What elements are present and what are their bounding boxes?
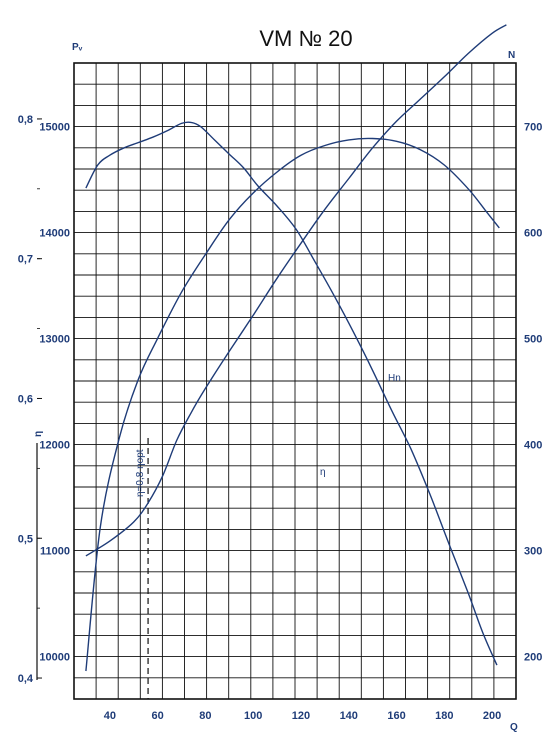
right-tick-label: 600 <box>524 228 542 240</box>
eta-tick-label: 0,7 <box>18 254 33 266</box>
eta-tick-label: 0,8 <box>18 114 33 126</box>
x-axis-ticks: 40 60 80 100 120 140 160 180 200 <box>104 710 502 722</box>
right-tick-label: 400 <box>524 440 542 452</box>
eta-curve-label: η <box>320 467 326 478</box>
x-tick-label: 200 <box>483 710 501 722</box>
x-tick-label: 40 <box>104 710 116 722</box>
x-tick-label: 160 <box>387 710 405 722</box>
left-tick-label: 14000 <box>39 228 70 240</box>
right-tick-label: 300 <box>524 546 542 558</box>
curves <box>85 24 507 672</box>
plot-frame <box>73 62 517 700</box>
eta-tick-label: 0,4 <box>18 673 34 685</box>
x-tick-label: 60 <box>151 710 163 722</box>
left-axis-label: Pᵥ <box>72 42 83 53</box>
left-tick-label: 12000 <box>39 440 70 452</box>
left-axis-ticks: 10000 11000 12000 13000 14000 15000 <box>39 122 70 664</box>
x-tick-label: 140 <box>340 710 358 722</box>
right-axis-ticks: 200 300 400 500 600 700 <box>524 122 542 664</box>
left-tick-label: 13000 <box>39 334 70 346</box>
grid <box>74 63 516 699</box>
x-tick-label: 80 <box>199 710 211 722</box>
x-axis-label: Q <box>510 722 518 733</box>
left-tick-label: 10000 <box>39 652 70 664</box>
x-tick-label: 180 <box>435 710 453 722</box>
x-tick-label: 100 <box>244 710 262 722</box>
chart-title: VM № 20 <box>259 26 352 51</box>
right-tick-label: 200 <box>524 652 542 664</box>
series-line-hn <box>85 24 507 557</box>
right-axis-label: N <box>508 50 515 61</box>
x-tick-label: 120 <box>292 710 310 722</box>
right-tick-label: 500 <box>524 334 542 346</box>
series-line-pv <box>85 121 498 666</box>
eta-tick-label: 0,5 <box>18 533 33 545</box>
hn-curve-label: Hn <box>388 373 401 384</box>
right-tick-label: 700 <box>524 122 542 134</box>
left-tick-label: 15000 <box>39 122 70 134</box>
eta-tick-label: 0,6 <box>18 393 33 405</box>
eta-axis-label: η <box>33 431 44 437</box>
eta-opt-marker-label: η=0,8 ηopt <box>135 449 146 497</box>
series-line-eta <box>85 137 500 672</box>
left-tick-label: 11000 <box>40 546 70 558</box>
eta-axis-ticks: 0,4 0,5 0,6 0,7 0,8 <box>18 114 42 685</box>
